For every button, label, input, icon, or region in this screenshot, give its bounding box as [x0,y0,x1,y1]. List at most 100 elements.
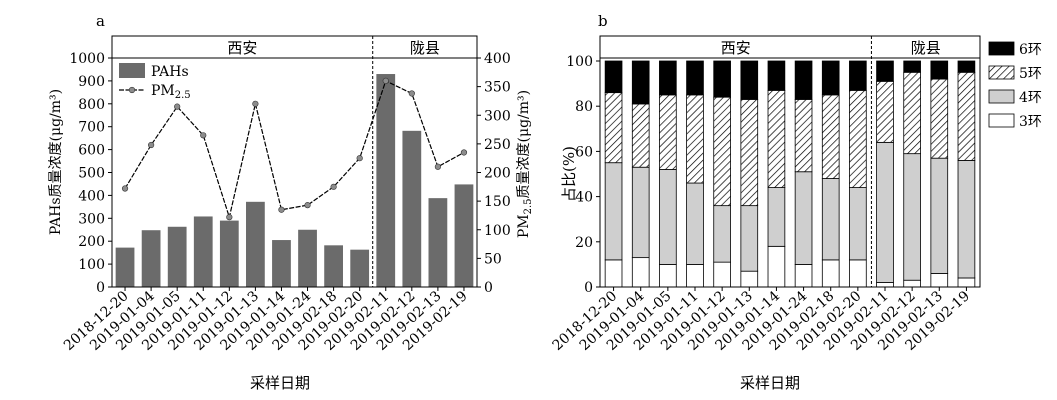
y-tick-label-left: 200 [78,234,105,250]
stacked-segment [659,94,677,170]
stacked-segment [821,60,840,96]
stacked-segment [849,60,867,91]
stacked-segment [849,187,867,261]
pm25-point [226,214,233,221]
stacked-segment [659,60,677,96]
y-tick-label-left: 300 [78,211,105,227]
pm25-point [278,206,285,213]
y-tick-label-left: 600 [78,143,105,159]
y-tick-label: 80 [575,99,593,115]
pahs-bar [219,220,239,287]
pm25-point [460,149,468,156]
stacked-segment [631,60,650,105]
stacked-segment [957,60,976,73]
pahs-bar [402,130,422,287]
y-axis-title-right-rest: 质量浓度(μg/m³) [516,90,532,199]
region-label: 西安 [227,39,257,57]
stacked-segment [821,178,840,261]
stacked-segment [686,94,704,184]
stacked-segment [794,263,813,288]
stacked-segment [713,205,731,263]
y-axis-title-right-sub: 2.5 [523,198,534,214]
stacked-segment [740,99,759,207]
stacked-segment [659,169,677,265]
stacked-segment [686,263,704,288]
stacked-segment [604,92,623,164]
pahs-bar [272,240,291,287]
pahs-bar [376,74,396,287]
stacked-segment [794,99,813,173]
stacked-segment [604,259,623,288]
stacked-segment [794,171,813,265]
pahs-bar [141,230,161,287]
y-tick-label-left: 0 [96,280,105,296]
stacked-segment [686,182,704,265]
legend-marker-pm25 [128,86,136,94]
y-axis-title-left: PAHs质量浓度(μg/m³) [48,89,64,235]
y-tick-label-left: 1000 [69,51,105,67]
legend-label: 3环 [1019,114,1042,130]
pahs-bar [246,201,265,287]
panel-b: b西安 陇县0204060801002018-12-202019-01-04201… [550,12,1042,392]
stacked-segment [631,103,650,168]
legend-swatch [988,113,1015,128]
pm25-point [408,90,415,97]
stacked-segment [767,187,786,247]
y-tick-label-right: 100 [484,223,511,239]
y-tick-label-right: 0 [484,280,493,296]
legend-label: 4环 [1019,90,1042,106]
pm25-point [174,103,181,110]
region-label: 陇县 [410,39,440,57]
stacked-segment [740,270,759,288]
region-label: 西安 [721,39,751,57]
y-tick-label-left: 400 [78,188,105,204]
pm25-point [304,202,311,209]
pm25-point [356,155,363,162]
pahs-bar [350,249,370,287]
pm25-point [121,185,129,192]
stacked-segment [903,60,921,73]
stacked-segment [876,282,894,288]
plot-frame [111,35,478,288]
stacked-segment [903,153,921,281]
y-tick-label-left: 500 [78,166,105,182]
pahs-bar [298,229,317,287]
pm25-point [252,100,259,107]
legend-label-pahs: PAHs [151,64,189,80]
stacked-segment [957,160,976,279]
legend-swatch [988,41,1015,56]
stacked-segment [740,60,759,100]
y-tick-label-left: 700 [78,120,105,136]
y-tick-label-left: 100 [78,257,105,273]
pm25-point [330,183,337,190]
stacked-segment [767,60,786,91]
stacked-segment [767,245,786,288]
legend-swatch [988,65,1015,80]
pahs-bar [115,247,135,287]
y-axis-title-right: PM2.5质量浓度(μg/m³) [516,90,534,238]
stacked-segment [604,60,623,94]
y-tick-label-right: 300 [484,108,511,124]
stacked-segment [903,71,921,155]
legend-label-pm25: PM2.5 [151,83,191,101]
stacked-segment [849,259,867,288]
pahs-bar [193,216,213,287]
stacked-segment [713,60,731,98]
y-tick-label-right: 50 [484,251,502,267]
stacked-segment [821,259,840,288]
pm25-point [200,132,207,139]
legend-label: 5环 [1019,66,1042,82]
stacked-segment [930,60,949,80]
stacked-segment [903,279,921,288]
pahs-bar [428,198,448,287]
pahs-bar [167,226,187,287]
panel-b-label: b [598,12,608,30]
y-tick-label-right: 250 [484,137,511,153]
stacked-segment [604,162,623,261]
stacked-segment [659,263,677,288]
stacked-segment [930,273,949,288]
y-tick-label: 60 [575,144,593,160]
stacked-segment [686,60,704,96]
y-axis-title-right-main: PM [516,214,532,238]
